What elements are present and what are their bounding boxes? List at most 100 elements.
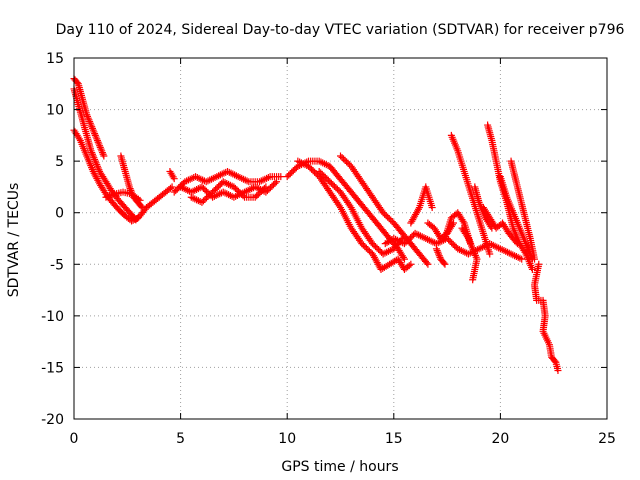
series-arc-13	[337, 152, 432, 268]
data-point	[170, 175, 178, 183]
data-point	[166, 184, 174, 192]
data-point	[434, 248, 442, 256]
data-point	[88, 149, 96, 157]
data-point	[441, 260, 449, 268]
x-tick-label: 15	[385, 431, 403, 447]
data-point	[323, 175, 331, 183]
y-tick-labels: 15 10 5 0 -5 -10 -15 -20	[41, 51, 64, 428]
data-point	[92, 159, 100, 167]
data-point	[428, 204, 436, 212]
data-point	[379, 209, 387, 217]
data-point	[94, 138, 102, 146]
data-point	[105, 192, 113, 200]
data-point	[199, 197, 207, 205]
data-point	[198, 183, 206, 191]
data-point	[212, 185, 220, 193]
data-point	[362, 244, 370, 252]
x-tick-label: 10	[278, 431, 296, 447]
data-point	[87, 121, 95, 129]
data-point	[335, 202, 343, 210]
data-point	[95, 140, 103, 148]
data-point	[376, 247, 384, 255]
series-arc-5	[102, 188, 144, 204]
data-point	[330, 182, 338, 190]
data-point	[435, 252, 443, 260]
series-arc-11	[294, 157, 415, 273]
data-point	[400, 255, 408, 263]
data-point	[327, 179, 335, 187]
data-point	[201, 195, 209, 203]
data-point	[512, 238, 520, 246]
data-point	[170, 188, 178, 196]
data-point	[86, 119, 94, 127]
data-point	[96, 143, 104, 151]
data-point	[257, 187, 265, 195]
y-tick-label: 10	[46, 103, 64, 119]
data-point	[384, 213, 392, 221]
y-tick-label: -15	[41, 360, 64, 376]
data-point	[382, 212, 390, 220]
data-point	[230, 183, 238, 191]
data-point	[405, 262, 413, 270]
data-point	[269, 181, 277, 189]
data-point	[259, 186, 267, 194]
series-arc-17	[432, 245, 449, 268]
data-point	[286, 170, 294, 178]
data-point	[333, 185, 341, 193]
series-arc-26	[531, 260, 562, 375]
series-arc-23	[479, 204, 521, 248]
y-tick-label: 15	[46, 51, 64, 67]
data-point	[233, 186, 241, 194]
data-point	[271, 179, 279, 187]
data-point	[346, 202, 354, 210]
data-point	[93, 161, 101, 169]
data-point	[315, 167, 323, 175]
data-point	[127, 186, 135, 194]
data-point	[445, 236, 453, 244]
y-tick-label: -5	[50, 257, 64, 273]
data-point	[198, 198, 206, 206]
data-point	[329, 181, 337, 189]
data-point	[399, 253, 407, 261]
data-point	[91, 157, 99, 165]
data-point	[125, 183, 133, 191]
data-point	[372, 243, 380, 251]
data-point	[136, 196, 144, 204]
data-point	[85, 116, 93, 124]
data-point	[93, 137, 101, 145]
data-point	[375, 246, 383, 254]
data-point	[451, 242, 459, 250]
data-point	[209, 188, 217, 196]
data-point	[288, 168, 296, 176]
series-arc-19	[447, 131, 494, 258]
data-point	[463, 233, 471, 241]
data-point	[337, 152, 344, 160]
data-point	[320, 172, 328, 180]
data-point	[309, 167, 317, 175]
data-point	[332, 184, 340, 192]
series-arc-6	[166, 167, 178, 183]
data-point	[440, 259, 448, 267]
data-point	[518, 255, 526, 263]
data-point	[531, 255, 539, 263]
y-axis-label: SDTVAR / TECUs	[6, 183, 22, 298]
data-point	[400, 240, 408, 248]
data-point	[131, 215, 139, 223]
data-point	[308, 165, 316, 173]
data-point	[405, 235, 413, 243]
series-arc-1	[70, 75, 108, 160]
data-point	[204, 193, 212, 201]
data-point	[91, 155, 99, 163]
data-point	[338, 153, 346, 161]
data-point	[324, 176, 332, 184]
data-point	[317, 169, 325, 177]
grid-lines	[74, 58, 607, 419]
plot-frame	[73, 57, 608, 420]
data-point	[305, 162, 313, 170]
data-point	[88, 123, 96, 131]
data-point	[92, 133, 100, 141]
data-point	[423, 259, 431, 267]
series-arc-9	[187, 178, 270, 206]
data-point	[459, 217, 467, 225]
